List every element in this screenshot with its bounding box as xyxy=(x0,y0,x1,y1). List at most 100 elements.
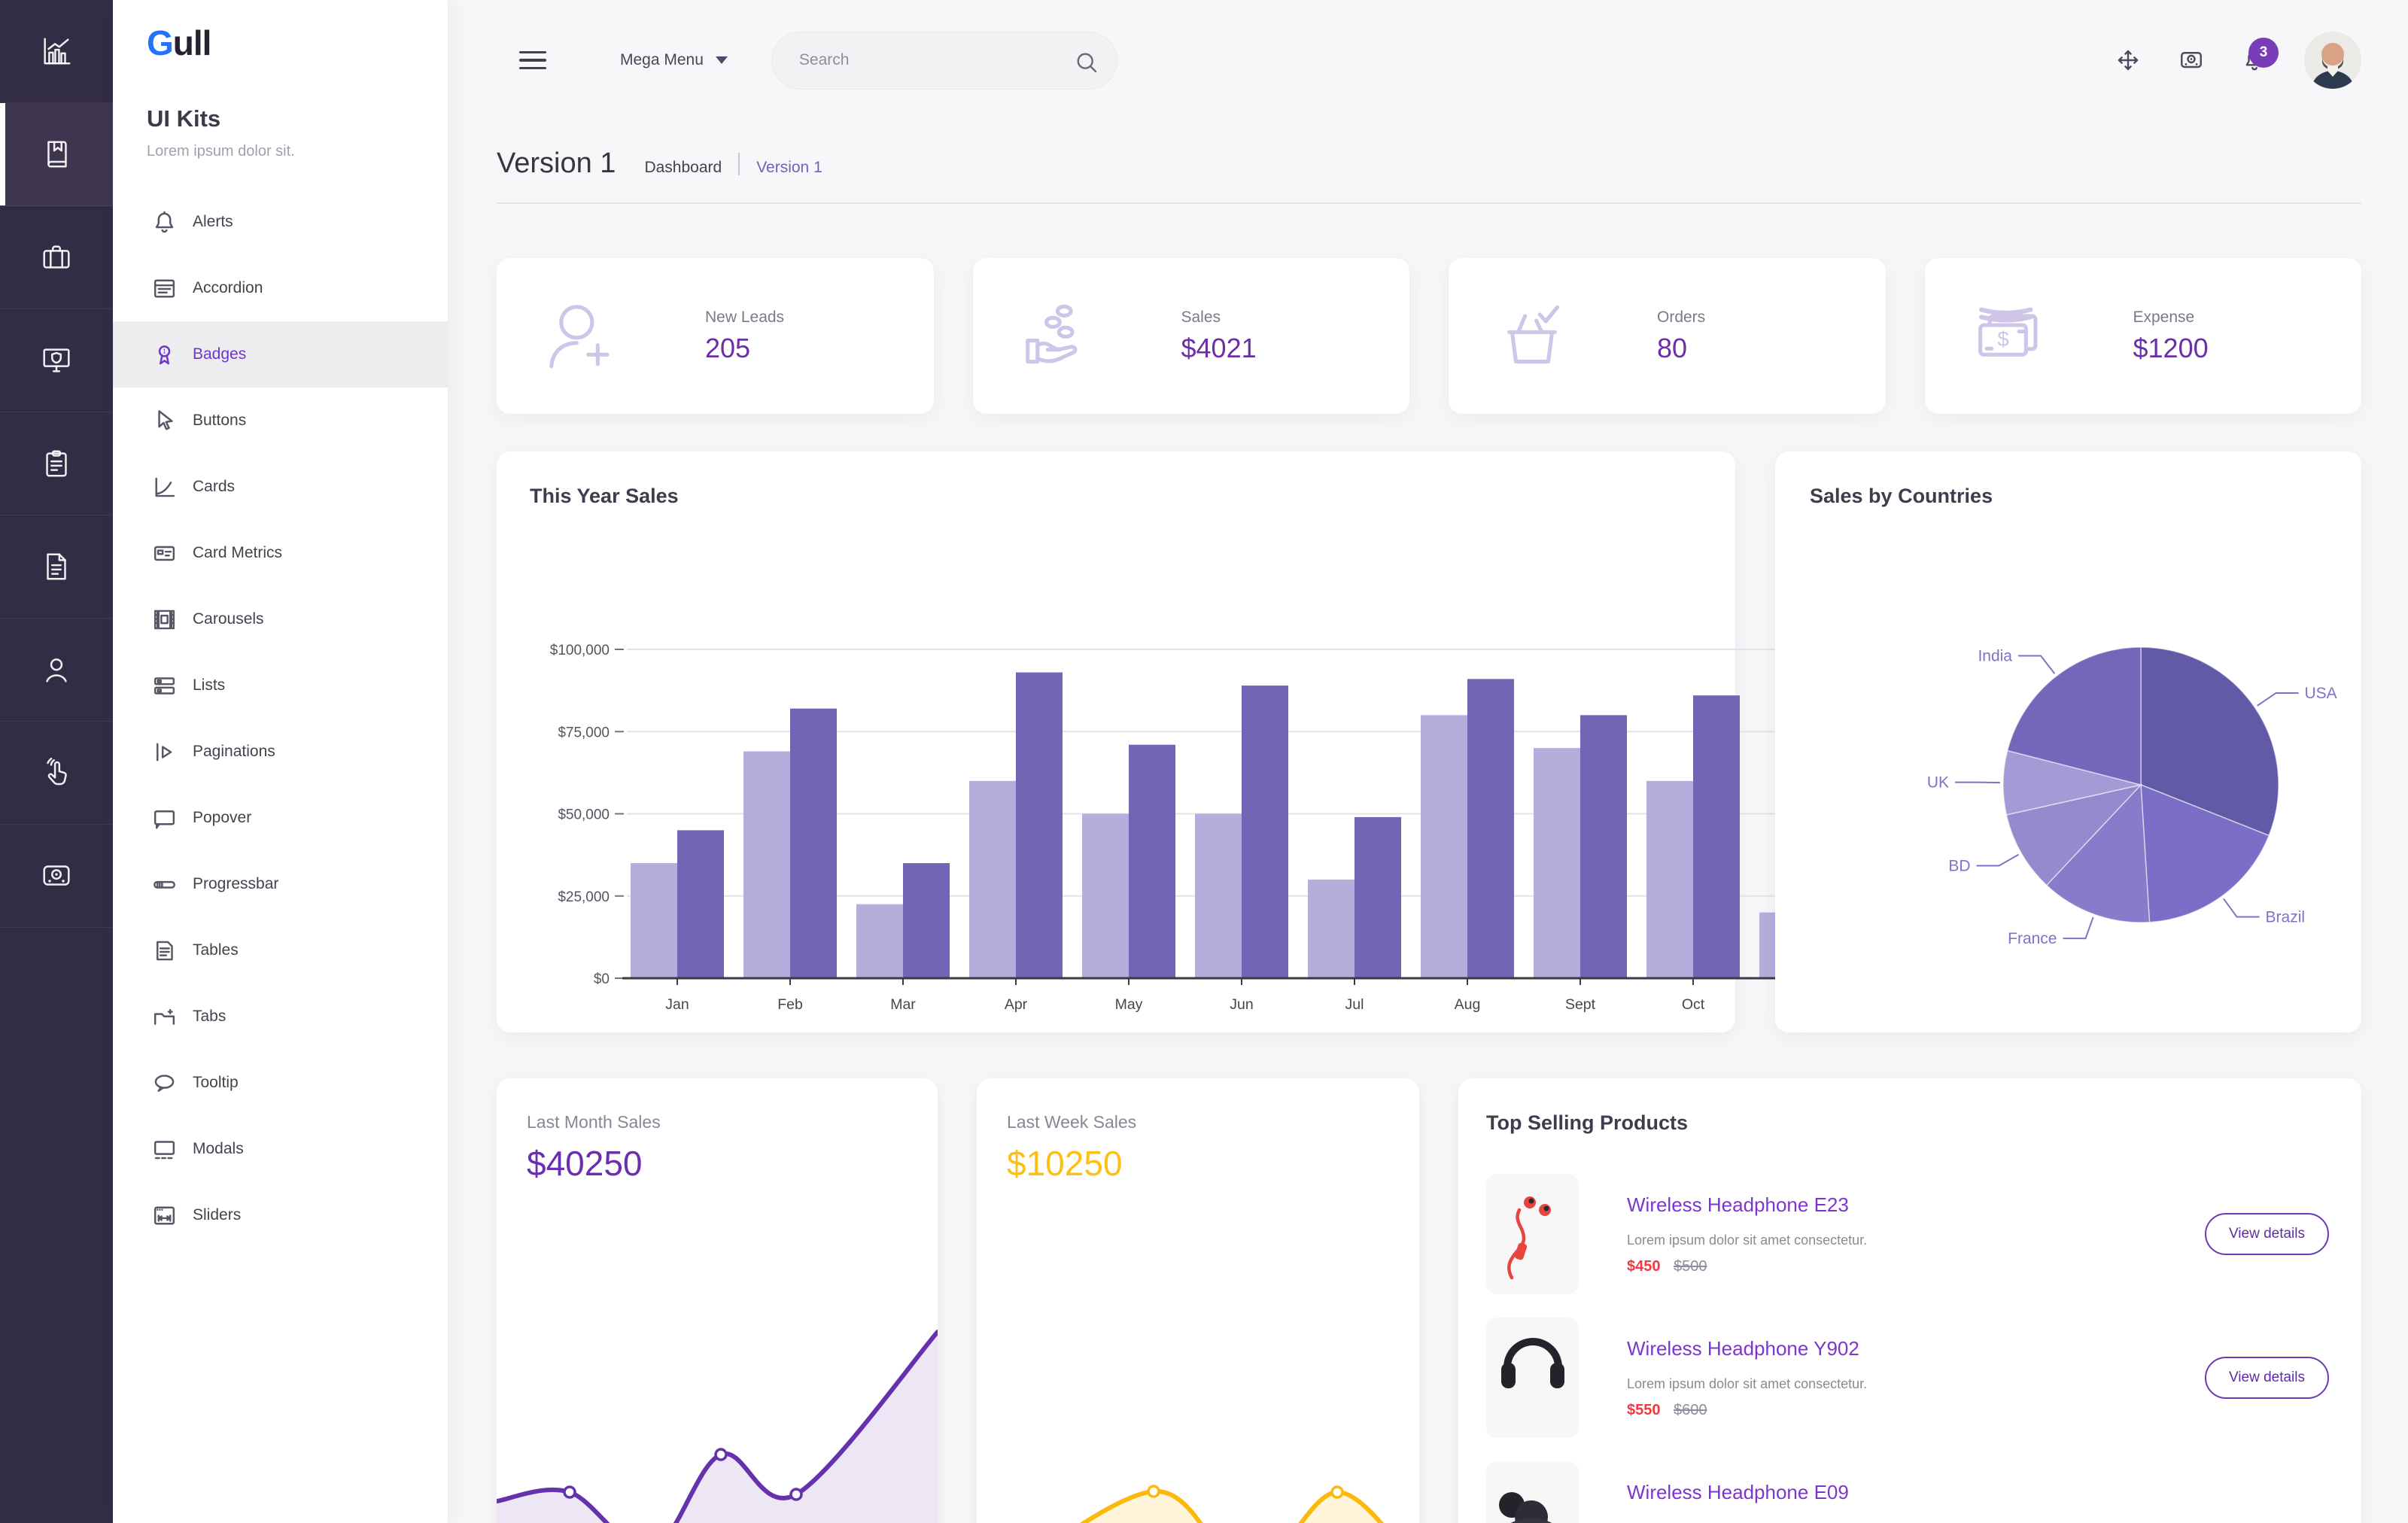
svg-text:Jul: Jul xyxy=(1345,996,1364,1013)
cursor-icon xyxy=(150,407,178,435)
film-icon xyxy=(150,606,178,634)
metric-card-sales: Sales $4021 xyxy=(972,258,1409,414)
view-details-button[interactable]: View details xyxy=(2204,1357,2329,1399)
svg-text:Mar: Mar xyxy=(890,996,916,1013)
sidebar-item-card-metrics[interactable]: Card Metrics xyxy=(113,520,448,586)
webcam-icon[interactable] xyxy=(2178,47,2205,74)
card-label: Last Month Sales xyxy=(527,1112,661,1132)
breadcrumb: Version 1 Dashboard Version 1 xyxy=(497,147,2361,180)
fullscreen-icon[interactable] xyxy=(2115,47,2142,74)
price-old: $500 xyxy=(1674,1258,1707,1275)
rail-item-ui-kits[interactable] xyxy=(0,103,113,206)
rail-item-apps[interactable] xyxy=(0,206,113,309)
card-title: Top Selling Products xyxy=(1486,1111,1689,1134)
rail-item-sessions[interactable] xyxy=(0,309,113,412)
sidebar-item-tabs[interactable]: Tabs xyxy=(113,983,448,1050)
main-content: Mega Menu 3 xyxy=(448,0,2408,1523)
sidebar-menu: Alerts Accordion 1 Badges Buttons Cards C… xyxy=(113,189,448,1248)
logo-letter: G xyxy=(147,23,174,62)
breadcrumb-item-current[interactable]: Version 1 xyxy=(756,159,822,176)
product-name-link[interactable]: Wireless Headphone E23 xyxy=(1627,1193,1849,1216)
accordion-icon xyxy=(150,275,178,302)
svg-text:$100,000: $100,000 xyxy=(550,643,610,658)
breadcrumb-separator xyxy=(738,152,740,175)
menu-toggle-button[interactable] xyxy=(519,46,546,75)
area-sparkline xyxy=(1079,1485,1384,1523)
svg-text:Oct: Oct xyxy=(1682,996,1705,1013)
rail-item-profile[interactable] xyxy=(0,619,113,722)
product-description: Lorem ipsum dolor sit amet consectetur. xyxy=(1627,1233,1868,1248)
card-value: $40250 xyxy=(527,1144,643,1183)
sidebar-item-tooltip[interactable]: Tooltip xyxy=(113,1050,448,1116)
app-logo[interactable]: Gull xyxy=(113,23,448,63)
product-image-black-headset xyxy=(1486,1461,1579,1523)
navbar-actions: 3 xyxy=(2115,32,2361,89)
chart-title: This Year Sales xyxy=(530,485,679,507)
product-name-link[interactable]: Wireless Headphone E09 xyxy=(1627,1481,1849,1503)
rail-item-forms[interactable] xyxy=(0,412,113,515)
sidebar-item-alerts[interactable]: Alerts xyxy=(113,189,448,255)
sidebar-item-paginations[interactable]: Paginations xyxy=(113,719,448,785)
sidebar-item-sliders[interactable]: Sliders xyxy=(113,1182,448,1248)
sidebar-item-buttons[interactable]: Buttons xyxy=(113,388,448,454)
breadcrumb-item-dashboard[interactable]: Dashboard xyxy=(644,159,722,176)
svg-text:BD: BD xyxy=(1948,858,1970,875)
mega-menu-button[interactable]: Mega Menu xyxy=(620,51,728,69)
sidebar-item-carousels[interactable]: Carousels xyxy=(113,586,448,652)
sidebar-item-progressbar[interactable]: Progressbar xyxy=(113,851,448,917)
view-details-button[interactable]: View details xyxy=(2204,1213,2329,1255)
rail-item-media[interactable] xyxy=(0,825,113,928)
svg-text:USA: USA xyxy=(2304,685,2337,702)
sidebar-item-modals[interactable]: Modals xyxy=(113,1116,448,1182)
svg-text:Sept: Sept xyxy=(1565,996,1596,1013)
metric-card-new-leads: New Leads 205 xyxy=(497,258,934,414)
product-name-link[interactable]: Wireless Headphone Y902 xyxy=(1627,1337,1859,1360)
tooltip-icon xyxy=(150,1069,178,1097)
notifications-button[interactable]: 3 xyxy=(2241,38,2279,74)
bar-chart: $0 $25,000 $50,000 $75,000 $100,000 Jan Feb Mar… xyxy=(550,643,1806,1013)
curve-icon xyxy=(150,473,178,501)
last-week-sales-card: Last Week Sales $10250 xyxy=(977,1078,1419,1523)
rail-item-pages[interactable] xyxy=(0,515,113,619)
search-icon[interactable] xyxy=(1073,49,1097,73)
sidebar-item-badges[interactable]: 1 Badges xyxy=(113,321,448,388)
hand-coins-icon xyxy=(1014,294,1099,378)
sidebar-section-subtitle: Lorem ipsum dolor sit. xyxy=(147,143,295,160)
search-box xyxy=(771,31,1117,90)
svg-text:May: May xyxy=(1115,996,1143,1013)
logo-rest: ull xyxy=(172,23,212,62)
user-plus-icon xyxy=(538,294,622,378)
sidebar-item-lists[interactable]: Lists xyxy=(113,652,448,719)
modal-icon xyxy=(150,1135,178,1163)
popover-icon xyxy=(150,804,178,832)
product-image-black-headphones xyxy=(1486,1318,1579,1438)
sidebar-item-popover[interactable]: Popover xyxy=(113,785,448,851)
award-icon: 1 xyxy=(150,341,178,369)
sidebar-item-label: Alerts xyxy=(193,213,233,230)
sales-by-countries-card: Sales by Countries USA Brazil France BD UK In… xyxy=(1775,451,2361,1032)
money-icon: $ xyxy=(1966,294,2051,378)
rail-item-interactions[interactable] xyxy=(0,722,113,825)
svg-text:$50,000: $50,000 xyxy=(558,807,610,823)
charts-row: This Year Sales $0 $25,000 $50,000 $75,000 $… xyxy=(497,451,2361,1032)
svg-text:$75,000: $75,000 xyxy=(558,725,610,740)
svg-text:Brazil: Brazil xyxy=(2266,909,2306,926)
user-avatar[interactable] xyxy=(2304,32,2361,89)
svg-text:Feb: Feb xyxy=(777,996,803,1013)
search-input[interactable] xyxy=(798,51,1073,69)
sidebar-item-cards[interactable]: Cards xyxy=(113,454,448,520)
slider-icon xyxy=(150,1202,178,1230)
sidebar-item-accordion[interactable]: Accordion xyxy=(113,255,448,321)
area-sparkline xyxy=(497,1330,938,1523)
metric-cards-row: New Leads 205 Sales $4021 Orders 80 $ Ex… xyxy=(497,258,2361,414)
sidebar-item-tables[interactable]: Tables xyxy=(113,917,448,983)
top-selling-products-card: Top Selling Products Wireless Headphone … xyxy=(1458,1078,2361,1523)
page-title: Version 1 xyxy=(497,147,616,179)
bell-icon xyxy=(150,208,178,236)
svg-text:$: $ xyxy=(1997,327,2009,351)
rail-item-dashboard[interactable] xyxy=(0,0,113,103)
pie-chart: USA Brazil France BD UK India xyxy=(1927,646,2337,947)
table-icon xyxy=(150,937,178,965)
metric-card-expense: $ Expense $1200 xyxy=(1924,258,2361,414)
svg-text:India: India xyxy=(1978,648,2012,665)
